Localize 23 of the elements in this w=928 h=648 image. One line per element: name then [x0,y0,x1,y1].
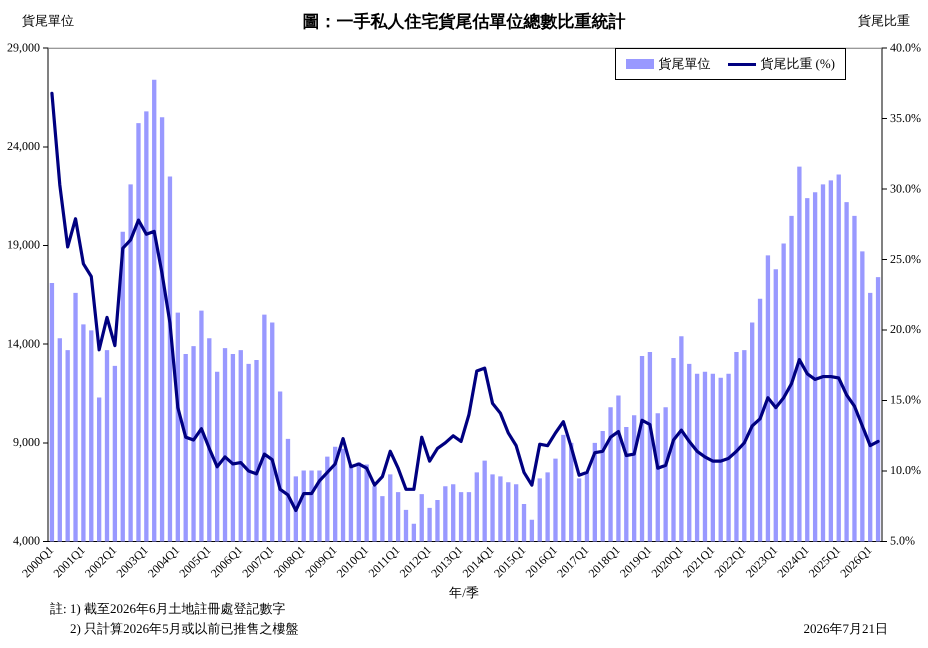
y2-tick-label: 20.0% [890,322,922,336]
y-tick-label: 29,000 [7,40,40,54]
y2-tick-label: 25.0% [890,252,922,266]
chart-title: 圖：一手私人住宅貨尾估單位總數比重統計 [302,12,626,31]
y-tick-label: 19,000 [7,238,40,252]
y2-tick-label: 5.0% [890,534,916,548]
y2-tick-label: 40.0% [890,40,922,54]
y2-axis-title: 貨尾比重 [858,12,910,30]
y-tick-label: 14,000 [7,336,40,350]
legend-label: 貨尾單位 [658,55,710,73]
y2-tick-label: 30.0% [890,181,922,196]
text: 2026年7月21日 [804,620,888,638]
y-tick-label: 9,000 [13,434,40,449]
y-tick-label: 4,000 [13,534,40,548]
y-tick-label: 24,000 [7,139,40,154]
legend-label: 貨尾比重 (%) [760,55,835,73]
y2-tick-label: 35.0% [890,110,922,125]
y2-tick-label: 10.0% [890,463,922,478]
y2-tick-label: 15.0% [890,392,922,407]
x-axis-title: 年/季 [448,584,480,602]
text: 2) 只計算2026年5月或以前已推售之樓盤 [70,620,299,638]
y-axis-title: 貨尾單位 [22,12,74,30]
text: 註: 1) 截至2026年6月土地註冊處登記數字 [50,600,286,618]
